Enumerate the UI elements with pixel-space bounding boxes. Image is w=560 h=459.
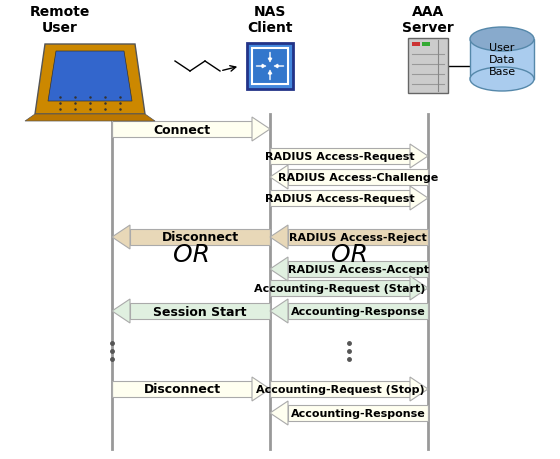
Polygon shape (48, 52, 132, 102)
Bar (270, 381, 410, 397)
Text: Remote
User: Remote User (30, 5, 90, 35)
Text: User
Data
Base: User Data Base (488, 43, 516, 77)
FancyArrow shape (274, 65, 284, 69)
Bar (412, 43, 420, 47)
Polygon shape (410, 187, 428, 211)
Polygon shape (410, 377, 428, 401)
Polygon shape (35, 45, 145, 115)
Text: Disconnect: Disconnect (161, 231, 239, 244)
Bar (130, 230, 270, 246)
Text: Accounting-Request (Start): Accounting-Request (Start) (254, 283, 426, 293)
Polygon shape (112, 299, 130, 323)
FancyBboxPatch shape (252, 49, 288, 85)
Text: RADIUS Access-Request: RADIUS Access-Request (265, 151, 415, 162)
Polygon shape (112, 225, 130, 249)
Bar (112, 122, 252, 138)
Text: AAA
Server: AAA Server (402, 5, 454, 35)
Bar (288, 230, 428, 246)
FancyArrow shape (268, 53, 272, 63)
Polygon shape (270, 166, 288, 190)
Bar (112, 381, 252, 397)
FancyBboxPatch shape (247, 44, 293, 90)
Text: OR: OR (172, 242, 209, 266)
Text: Accounting-Response: Accounting-Response (291, 408, 426, 418)
Polygon shape (410, 276, 428, 300)
Polygon shape (410, 145, 428, 168)
Bar (422, 43, 430, 47)
FancyArrow shape (256, 65, 266, 69)
Bar (270, 190, 410, 207)
Text: RADIUS Access-Request: RADIUS Access-Request (265, 194, 415, 203)
FancyArrow shape (268, 71, 272, 81)
Bar (270, 149, 410, 165)
Text: Session Start: Session Start (153, 305, 247, 318)
Polygon shape (270, 401, 288, 425)
Text: OR: OR (330, 242, 367, 266)
Polygon shape (270, 257, 288, 281)
Ellipse shape (470, 68, 534, 92)
Bar (270, 280, 410, 297)
FancyBboxPatch shape (408, 39, 448, 94)
Polygon shape (25, 115, 155, 122)
Text: Disconnect: Disconnect (143, 383, 221, 396)
Ellipse shape (470, 28, 534, 52)
Text: RADIUS Access-Accept: RADIUS Access-Accept (287, 264, 428, 274)
Bar (288, 262, 428, 277)
Bar (288, 405, 428, 421)
Text: RADIUS Access-Reject: RADIUS Access-Reject (289, 233, 427, 242)
Polygon shape (252, 118, 270, 142)
Bar (288, 170, 428, 185)
Text: RADIUS Access-Challenge: RADIUS Access-Challenge (278, 173, 438, 183)
Bar (470, 40, 534, 80)
Bar (130, 303, 270, 319)
Text: NAS
Client: NAS Client (248, 5, 293, 35)
Bar (288, 303, 428, 319)
Text: Accounting-Request (Stop): Accounting-Request (Stop) (256, 384, 424, 394)
Text: Connect: Connect (153, 123, 211, 136)
Polygon shape (270, 299, 288, 323)
Polygon shape (252, 377, 270, 401)
Text: Accounting-Response: Accounting-Response (291, 306, 426, 316)
Polygon shape (270, 225, 288, 249)
